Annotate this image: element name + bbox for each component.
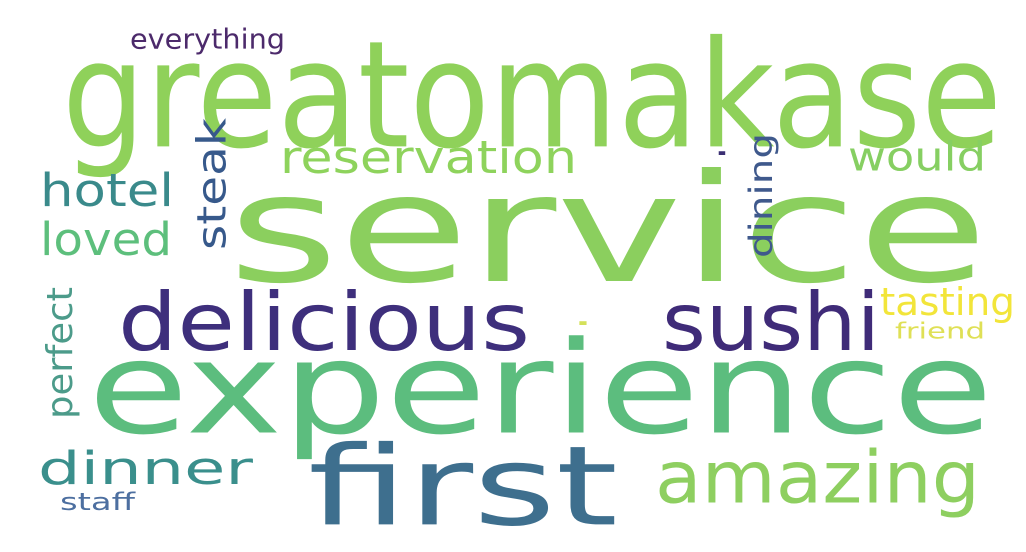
word-friend: friend xyxy=(895,318,985,344)
word-loved: loved xyxy=(40,212,172,266)
word-experience: experience xyxy=(88,313,993,464)
word-amazing: amazing xyxy=(655,435,980,520)
word-would: would xyxy=(848,133,986,181)
word-reservation: reservation xyxy=(280,130,577,184)
word-tasting: tasting xyxy=(880,279,1015,325)
word-dot-1: . xyxy=(572,297,594,333)
word-delicious: delicious xyxy=(118,275,530,370)
word-first: first xyxy=(308,422,618,551)
word-steak: steak xyxy=(188,118,236,250)
word-perfect: perfect xyxy=(38,287,81,419)
word-hotel: hotel xyxy=(40,163,174,217)
word-staff: staff xyxy=(60,487,135,516)
word-sushi: sushi xyxy=(662,275,880,370)
word-dinner: dinner xyxy=(38,441,254,495)
word-greatomakase: greatomakase xyxy=(62,8,1002,182)
word-service: service xyxy=(228,141,988,317)
word-dot-2: . xyxy=(712,127,732,163)
word-everything: everything xyxy=(130,22,285,56)
word-dining: dining xyxy=(742,133,780,258)
